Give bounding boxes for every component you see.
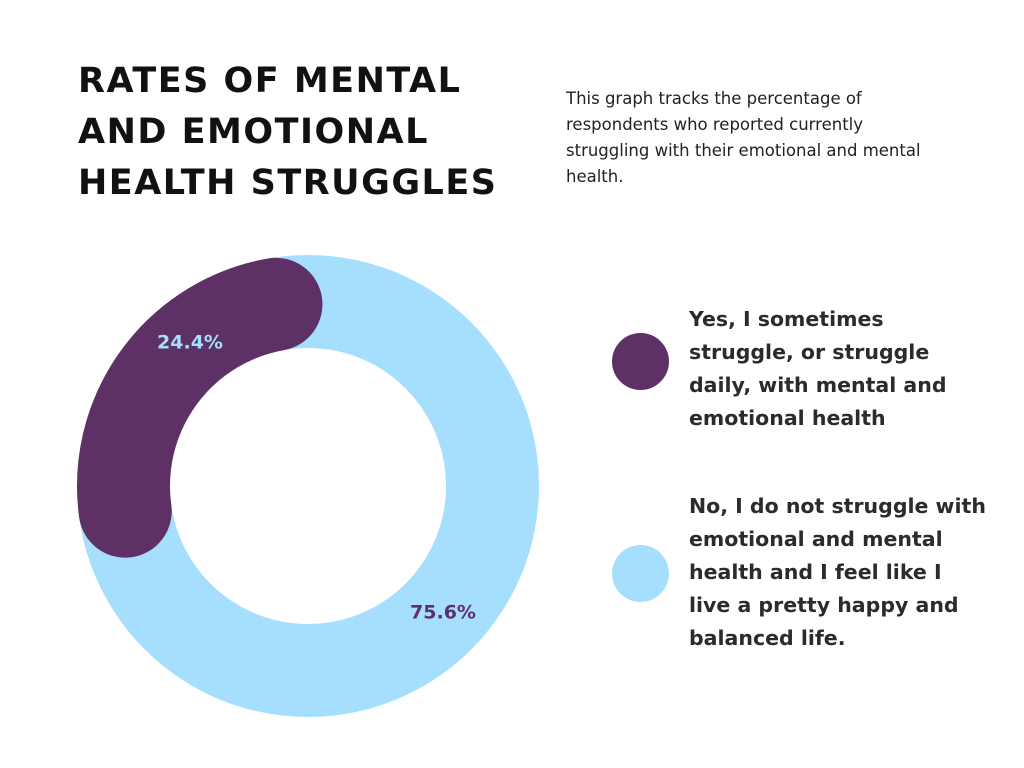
legend-swatch-no (612, 545, 669, 602)
legend-item-no: No, I do not struggle with emotional and… (612, 490, 992, 650)
legend-label-yes: Yes, I sometimes struggle, or struggle d… (689, 307, 947, 430)
slice-no-label: 75.6% (410, 602, 476, 624)
slice-yes-label: 24.4% (157, 332, 223, 354)
chart-title: RATES OF MENTAL AND EMOTIONAL HEALTH STR… (78, 61, 498, 203)
legend-item-yes: Yes, I sometimes struggle, or struggle d… (612, 303, 992, 443)
slice-no-arc (78, 255, 539, 717)
chart-subtitle: This graph tracks the percentage of resp… (566, 89, 921, 186)
slice-yes-arc (77, 257, 323, 558)
legend-swatch-yes (612, 333, 669, 390)
legend-label-no: No, I do not struggle with emotional and… (689, 494, 986, 650)
